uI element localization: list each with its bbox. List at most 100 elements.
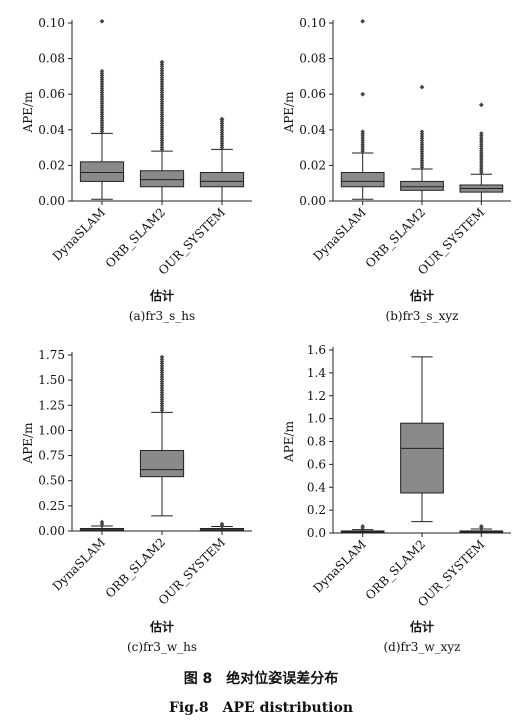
x-tick-label: ORB_SLAM2 bbox=[363, 205, 428, 270]
box-dynaslam bbox=[79, 18, 125, 200]
outlier-point bbox=[419, 84, 425, 90]
chart-d: 0.0 0.2 0.4 0.6 0.8 1.0 1.2 1.4 1.6 APE/m DynaSLAM… bbox=[282, 343, 511, 654]
outlier-point bbox=[159, 372, 165, 377]
outlier-point bbox=[419, 138, 425, 143]
outlier-point bbox=[419, 164, 425, 170]
outlier-point bbox=[159, 359, 165, 364]
y-tick-label: 1.00 bbox=[38, 423, 65, 437]
x-tick-label: ORB_SLAM2 bbox=[103, 205, 168, 270]
outlier-point bbox=[159, 394, 165, 400]
outlier-point bbox=[159, 361, 165, 366]
y-axis-label: APE/m bbox=[282, 91, 296, 134]
outlier-point bbox=[419, 142, 425, 148]
y-tick-label: 0.06 bbox=[299, 87, 326, 101]
x-axis-label: 估计 bbox=[149, 288, 174, 303]
outlier-point bbox=[159, 408, 165, 413]
box-orb_slam2 bbox=[139, 354, 185, 517]
y-tick-label: 0.00 bbox=[38, 194, 65, 208]
outlier-point bbox=[419, 156, 425, 161]
y-tick-label: 1.75 bbox=[38, 348, 65, 362]
outlier-point bbox=[419, 160, 425, 165]
outlier-point bbox=[159, 383, 165, 389]
outlier-point bbox=[159, 379, 165, 384]
box-iqr bbox=[400, 180, 444, 191]
box-iqr bbox=[400, 422, 444, 494]
outlier-point bbox=[159, 397, 165, 402]
x-axis-label: 估计 bbox=[149, 619, 174, 634]
x-tick-label: ORB_SLAM2 bbox=[103, 535, 168, 600]
outlier-point bbox=[159, 368, 165, 373]
y-tick-label: 1.2 bbox=[307, 389, 326, 403]
outlier-point bbox=[159, 374, 165, 380]
y-tick-label: 0.10 bbox=[299, 16, 326, 30]
outlier-point bbox=[419, 147, 425, 152]
y-tick-label: 1.4 bbox=[307, 366, 326, 380]
chart-b: 0.00 0.02 0.04 0.06 0.08 0.10 APE/m DynaSLAMORB… bbox=[282, 16, 511, 323]
y-tick-label: 0.0 bbox=[307, 526, 326, 540]
outlier-point bbox=[159, 370, 165, 375]
box-our_system bbox=[459, 102, 504, 202]
box-iqr bbox=[199, 172, 245, 188]
outlier-point bbox=[159, 390, 165, 395]
chart-a: 0.00 0.02 0.04 0.06 0.08 0.10 APE/m DynaSLAMORB… bbox=[21, 16, 252, 323]
outlier-point bbox=[159, 388, 165, 393]
x-tick-label: DynaSLAM bbox=[310, 537, 368, 595]
outlier-point bbox=[159, 385, 165, 391]
outlier-point bbox=[159, 399, 165, 404]
y-tick-label: 0.04 bbox=[299, 123, 326, 137]
y-tick-label: 0.00 bbox=[38, 524, 65, 538]
y-tick-label: 0.02 bbox=[38, 158, 65, 172]
outlier-point bbox=[360, 18, 366, 24]
x-tick-label: DynaSLAM bbox=[50, 535, 108, 593]
outlier-point bbox=[419, 149, 425, 154]
y-tick-label: 0.2 bbox=[307, 503, 326, 517]
y-tick-label: 0.6 bbox=[307, 457, 326, 471]
chart-c: 0.00 0.25 0.50 0.75 1.00 1.25 1.50 1.75 APE/m Dyn… bbox=[21, 348, 252, 654]
outlier-point bbox=[159, 405, 165, 411]
outlier-point bbox=[159, 392, 165, 397]
y-tick-label: 1.50 bbox=[38, 373, 65, 387]
outlier-point bbox=[419, 133, 425, 139]
y-tick-label: 0.08 bbox=[38, 52, 65, 66]
outlier-point bbox=[159, 377, 165, 382]
outlier-point bbox=[419, 131, 425, 137]
outlier-point bbox=[360, 91, 366, 97]
box-iqr bbox=[139, 170, 185, 188]
box-our_system bbox=[459, 523, 504, 534]
outlier-point bbox=[419, 140, 425, 145]
outlier-point bbox=[159, 59, 165, 65]
panel-subtitle: (d)fr3_w_xyz bbox=[384, 640, 461, 654]
y-tick-label: 1.6 bbox=[307, 343, 326, 357]
outlier-point bbox=[419, 151, 425, 157]
x-axis-label: 估计 bbox=[409, 288, 434, 303]
x-tick-label: ORB_SLAM2 bbox=[363, 537, 428, 602]
x-axis-label: 估计 bbox=[409, 619, 434, 634]
outlier-point bbox=[360, 129, 365, 134]
y-tick-label: 0.25 bbox=[38, 499, 65, 513]
box-dynaslam bbox=[340, 523, 385, 534]
figure-caption-cn: 图 8 绝对位姿误差分布 bbox=[183, 671, 339, 687]
figure-caption-en: Fig.8 APE distribution bbox=[168, 700, 354, 716]
outlier-point bbox=[159, 357, 165, 362]
outlier-point bbox=[159, 365, 165, 371]
y-tick-label: 0.06 bbox=[38, 87, 65, 101]
panel-subtitle: (a)fr3_s_hs bbox=[129, 309, 195, 323]
y-tick-label: 0.4 bbox=[307, 480, 326, 494]
y-tick-label: 0.75 bbox=[38, 449, 65, 463]
outlier-point bbox=[159, 401, 165, 406]
outlier-point bbox=[219, 116, 225, 122]
box-orb_slam2 bbox=[400, 84, 444, 202]
box-iqr bbox=[340, 172, 385, 188]
y-axis-label: APE/m bbox=[282, 420, 296, 463]
y-tick-label: 1.0 bbox=[307, 412, 326, 426]
box-orb_slam2 bbox=[139, 59, 185, 202]
box-iqr bbox=[139, 450, 185, 478]
panel-subtitle: (b)fr3_s_xyz bbox=[386, 309, 459, 323]
outlier-point bbox=[419, 144, 425, 150]
y-tick-label: 0.04 bbox=[38, 123, 65, 137]
y-tick-label: 0.50 bbox=[38, 474, 65, 488]
box-orb_slam2 bbox=[400, 356, 444, 523]
y-axis-label: APE/m bbox=[21, 422, 35, 465]
box-our_system bbox=[199, 521, 245, 532]
outlier-point bbox=[159, 381, 165, 386]
